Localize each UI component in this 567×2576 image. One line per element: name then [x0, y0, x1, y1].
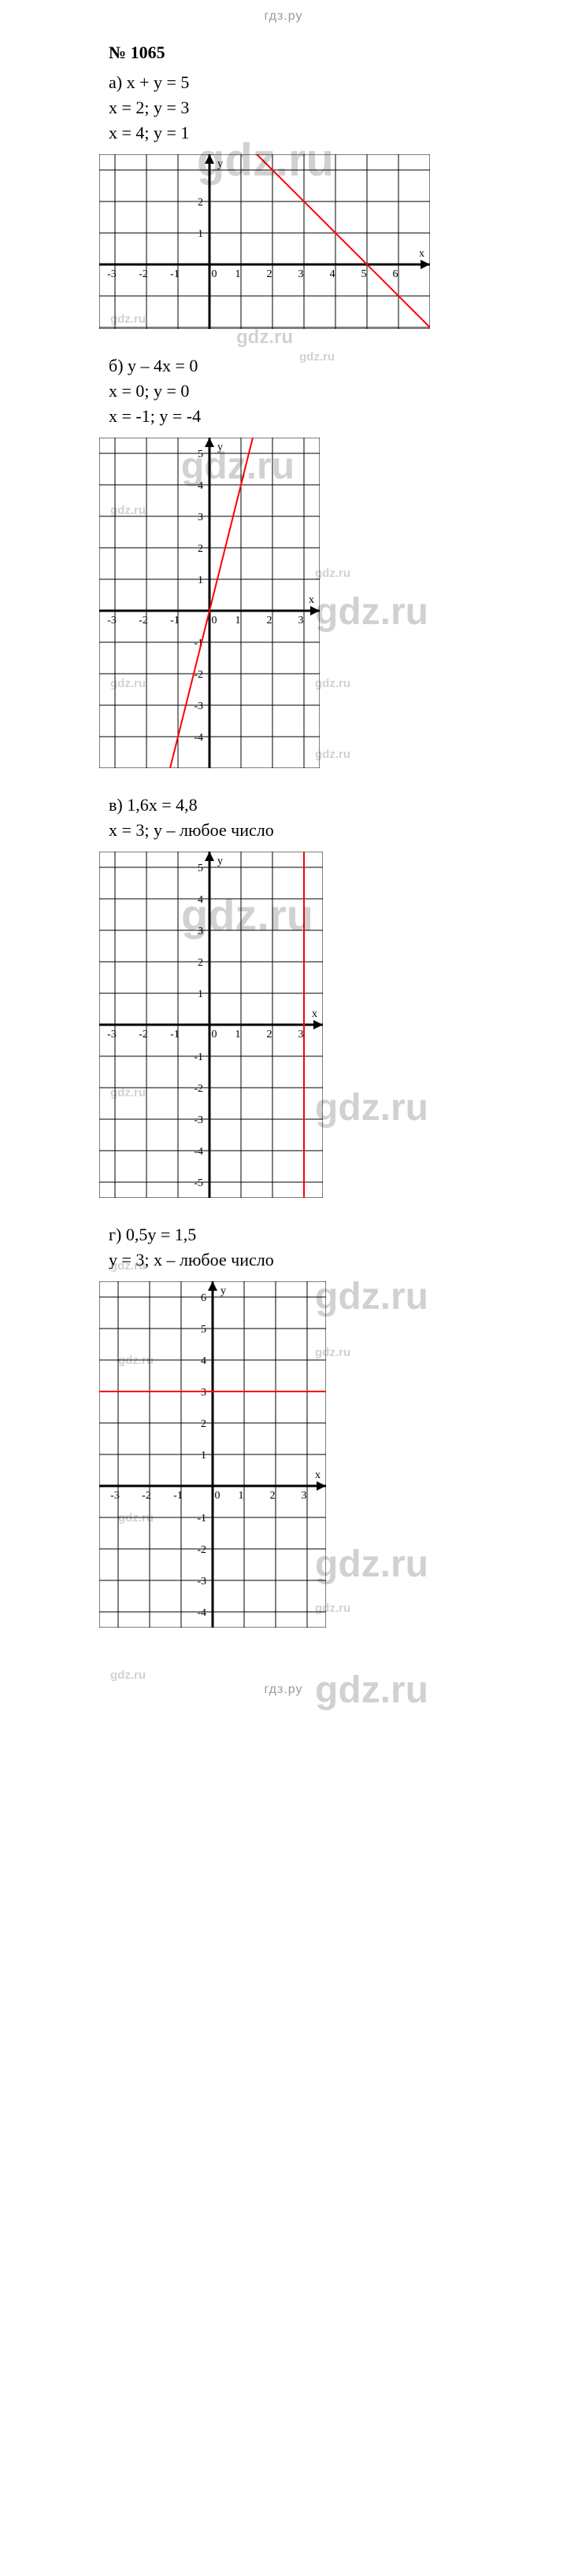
svg-text:-2: -2 — [139, 615, 148, 626]
svg-text:-2: -2 — [197, 1544, 206, 1556]
svg-text:3: 3 — [201, 1387, 206, 1399]
svg-text:3: 3 — [298, 1029, 304, 1040]
svg-text:1: 1 — [201, 1450, 206, 1462]
svg-text:-3: -3 — [194, 1114, 203, 1126]
svg-text:-3: -3 — [107, 1029, 117, 1040]
svg-text:-2: -2 — [194, 669, 203, 681]
svg-text:-1: -1 — [170, 268, 180, 280]
svg-text:5: 5 — [198, 449, 203, 460]
svg-text:1: 1 — [198, 228, 203, 240]
svg-text:2: 2 — [198, 543, 203, 555]
svg-text:-1: -1 — [170, 1029, 180, 1040]
svg-text:-4: -4 — [194, 732, 203, 744]
text-line: x = -1; y = -4 — [109, 406, 567, 427]
text-line: б) y – 4x = 0 — [109, 356, 567, 376]
svg-text:1: 1 — [239, 1490, 244, 1502]
problem-number: № 1065 — [109, 43, 567, 63]
svg-text:0: 0 — [215, 1490, 220, 1502]
part-v: в) 1,6x = 4,8 x = 3; y – любое число x y -… — [109, 795, 567, 1198]
svg-text:y: y — [220, 1285, 226, 1297]
svg-text:3: 3 — [198, 926, 203, 937]
svg-text:x: x — [315, 1469, 321, 1481]
svg-text:4: 4 — [330, 268, 335, 280]
svg-text:2: 2 — [267, 1029, 272, 1040]
svg-text:0: 0 — [212, 1029, 217, 1040]
svg-text:2: 2 — [267, 268, 272, 280]
svg-text:-4: -4 — [197, 1607, 206, 1619]
svg-text:x: x — [309, 594, 314, 606]
svg-text:5: 5 — [198, 863, 203, 874]
svg-text:-1: -1 — [194, 1051, 203, 1063]
page-footer: гдз.ру — [0, 1654, 567, 1716]
chart-b: xy-3-2-10123-4-3-2-112345 — [99, 438, 567, 768]
text-line: а) x + y = 5 — [109, 72, 567, 93]
svg-text:0: 0 — [212, 268, 217, 280]
svg-text:-2: -2 — [194, 1083, 203, 1095]
svg-text:4: 4 — [198, 480, 203, 492]
svg-text:-3: -3 — [107, 268, 117, 280]
svg-text:6: 6 — [393, 268, 398, 280]
svg-text:3: 3 — [298, 615, 304, 626]
text-line: x = 3; y – любое число — [109, 820, 567, 841]
svg-text:5: 5 — [361, 268, 367, 280]
svg-text:1: 1 — [235, 1029, 241, 1040]
svg-text:2: 2 — [198, 197, 203, 209]
svg-text:5: 5 — [201, 1324, 206, 1336]
part-g: г) 0,5y = 1,5 y = 3; x – любое число x y -… — [109, 1225, 567, 1628]
text-line: г) 0,5y = 1,5 — [109, 1225, 567, 1245]
text-line: x = 4; y = 1 — [109, 123, 567, 143]
svg-text:x: x — [312, 1008, 317, 1020]
svg-text:-2: -2 — [142, 1490, 151, 1502]
part-b: б) y – 4x = 0 x = 0; y = 0 x = -1; y = -… — [109, 356, 567, 768]
svg-text:y: y — [217, 856, 223, 867]
svg-text:y: y — [217, 442, 223, 453]
svg-text:-2: -2 — [139, 1029, 148, 1040]
svg-text:2: 2 — [198, 957, 203, 969]
svg-text:-4: -4 — [194, 1146, 203, 1158]
svg-text:x: x — [419, 248, 424, 260]
text-line: в) 1,6x = 4,8 — [109, 795, 567, 815]
svg-text:-3: -3 — [194, 700, 203, 712]
svg-text:y: y — [217, 158, 223, 170]
chart-a: x y -3 -2 -1 0 1 2 3 4 5 6 1 2 — [99, 154, 567, 329]
svg-text:2: 2 — [201, 1418, 206, 1430]
svg-text:-1: -1 — [173, 1490, 183, 1502]
svg-text:-1: -1 — [170, 615, 180, 626]
page-header: гдз.ру — [0, 0, 567, 43]
chart-g: x y -3 -2 -1 0 1 2 3 -4 -3 -2 -1 1 2 3 4 5 6 — [99, 1281, 567, 1628]
text-line: x = 0; y = 0 — [109, 381, 567, 401]
svg-text:1: 1 — [235, 615, 241, 626]
svg-text:4: 4 — [198, 894, 203, 906]
svg-text:6: 6 — [201, 1292, 206, 1304]
chart-v: x y -3 -2 -1 0 1 2 3 -5 -4 -3 -2 -1 1 2 3 4 5 — [99, 852, 567, 1198]
svg-text:-1: -1 — [197, 1513, 206, 1525]
svg-text:3: 3 — [298, 268, 304, 280]
text-line: y = 3; x – любое число — [109, 1250, 567, 1270]
svg-text:1: 1 — [198, 989, 203, 1000]
svg-text:4: 4 — [201, 1355, 206, 1367]
svg-text:-2: -2 — [139, 268, 148, 280]
svg-text:1: 1 — [235, 268, 241, 280]
svg-text:2: 2 — [270, 1490, 276, 1502]
svg-text:0: 0 — [212, 615, 217, 626]
svg-text:3: 3 — [198, 512, 203, 523]
svg-text:3: 3 — [302, 1490, 307, 1502]
svg-text:-3: -3 — [107, 615, 117, 626]
svg-text:-5: -5 — [194, 1177, 203, 1189]
content: № 1065 а) x + y = 5 x = 2; y = 3 x = 4; … — [0, 43, 567, 1628]
svg-text:-3: -3 — [110, 1490, 120, 1502]
svg-text:2: 2 — [267, 615, 272, 626]
part-a: а) x + y = 5 x = 2; y = 3 x = 4; y = 1 x… — [109, 72, 567, 329]
svg-text:-3: -3 — [197, 1576, 206, 1587]
svg-text:1: 1 — [198, 575, 203, 586]
text-line: x = 2; y = 3 — [109, 98, 567, 118]
